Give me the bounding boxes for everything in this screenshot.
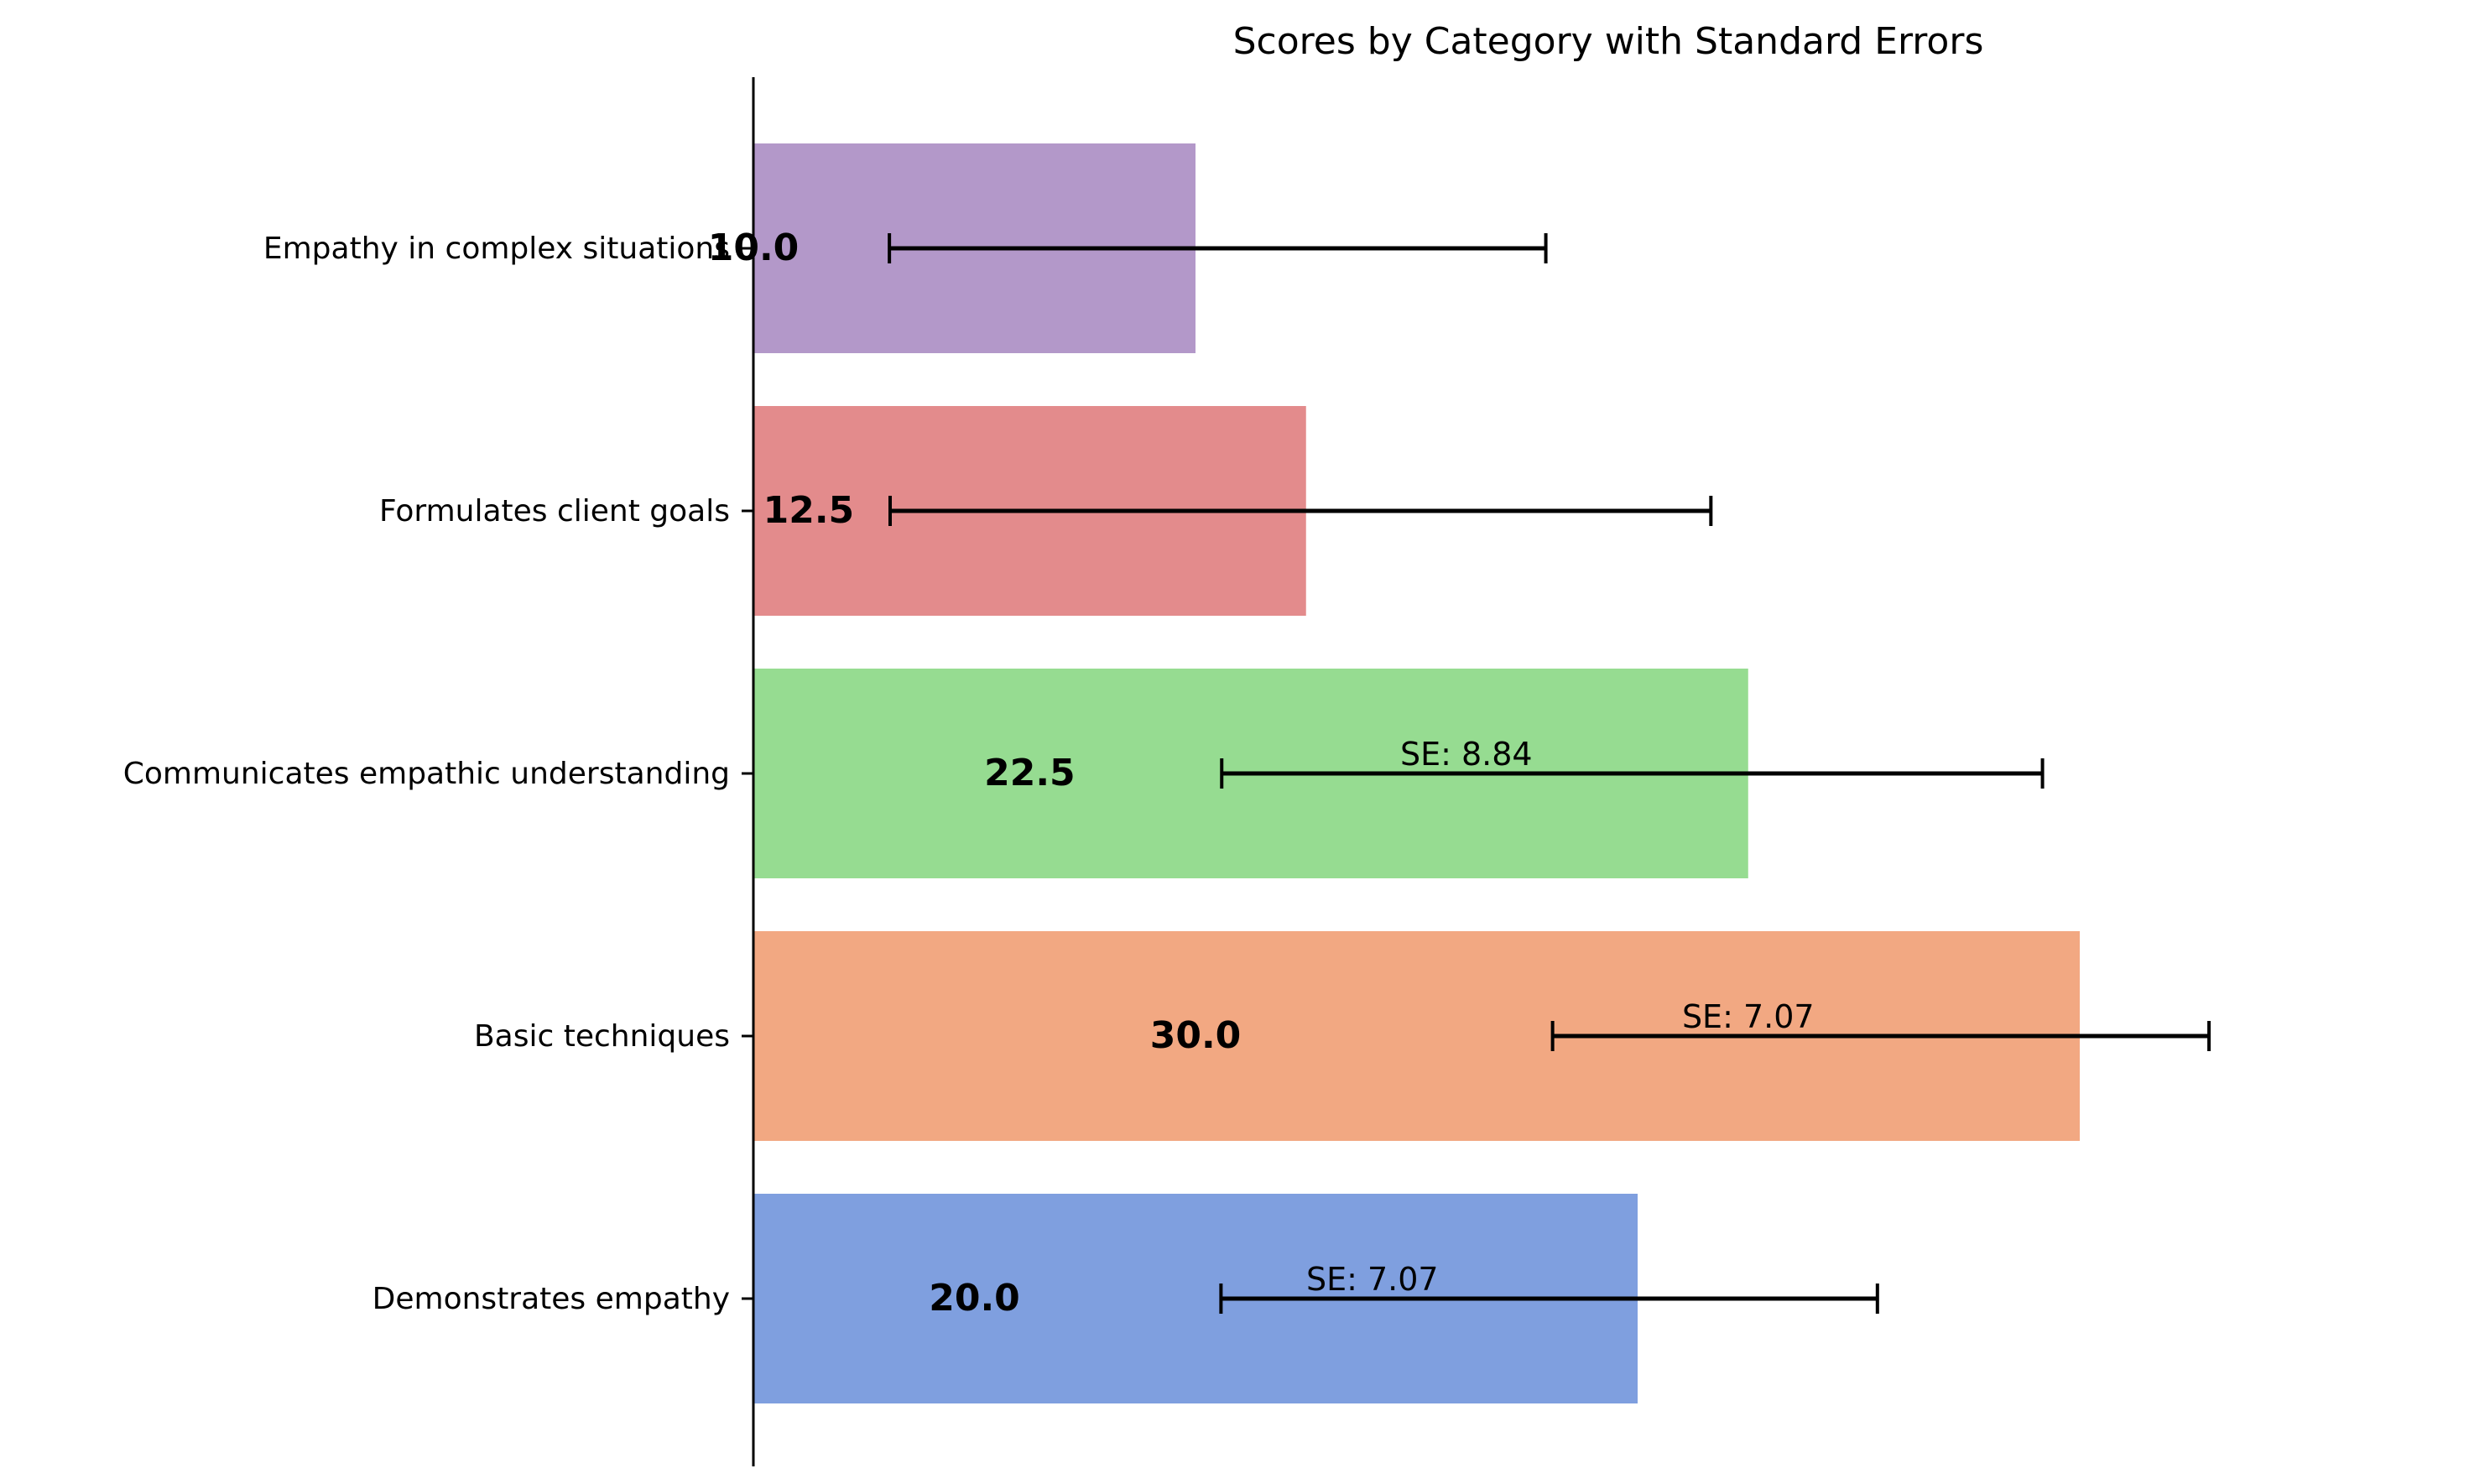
value-label-basic-techniques: 30.0 [1150,1014,1242,1057]
y-tick-label-communicates-empathic-understanding: Communicates empathic understanding [123,757,730,791]
value-label-demonstrates-empathy: 20.0 [929,1277,1020,1320]
errorbars-group [888,233,2211,1314]
se-label-communicates-empathic-understanding: SE: 8.84 [1400,736,1533,773]
value-label-communicates-empathic-understanding: 22.5 [984,752,1076,794]
y-tick-label-formulates-client-goals: Formulates client goals [379,494,730,529]
se-label-basic-techniques: SE: 7.07 [1682,998,1815,1035]
chart-title: Scores by Category with Standard Errors [1233,20,1984,63]
y-tick-label-basic-techniques: Basic techniques [474,1019,730,1054]
labels-group: Demonstrates empathy 20.0 SE: 7.07 Basic te… [123,227,1815,1320]
value-label-formulates-client-goals: 12.5 [763,489,855,532]
y-tick-label-demonstrates-empathy: Demonstrates empathy [372,1282,730,1316]
se-label-demonstrates-empathy: SE: 7.07 [1306,1261,1439,1298]
y-tick-label-empathy-in-complex-situations: Empathy in complex situations [263,232,730,266]
